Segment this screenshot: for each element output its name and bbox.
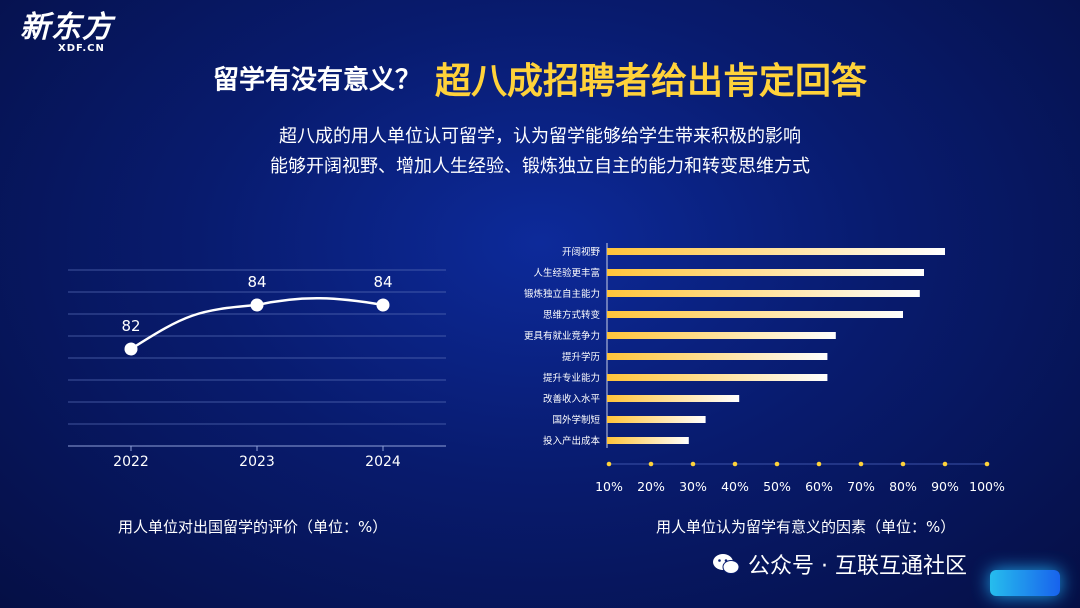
category-label: 锻炼独立自主能力 xyxy=(524,288,600,300)
title-question: 留学有没有意义？ xyxy=(212,65,421,96)
x-tick-label: 100% xyxy=(969,479,1005,494)
category-label: 改善收入水平 xyxy=(543,393,601,405)
bar xyxy=(607,395,740,402)
line-chart: 2022 2023 2024 82 84 84 xyxy=(68,269,446,470)
brand-logo: 新东方 XDF.CN xyxy=(20,12,113,54)
x-tick-label: 60% xyxy=(805,479,833,494)
x-tick-dot xyxy=(858,461,864,467)
logo-sub: XDF.CN xyxy=(58,43,105,54)
category-label: 人生经验更丰富 xyxy=(533,267,600,279)
category-label: 国外学制短 xyxy=(552,414,600,426)
wechat-icon xyxy=(713,554,740,574)
category-label: 提升专业能力 xyxy=(543,372,600,384)
x-tick-label: 20% xyxy=(637,479,665,494)
category-label: 开阔视野 xyxy=(562,246,601,258)
bar xyxy=(607,374,828,381)
x-tick-label: 2024 xyxy=(365,454,401,470)
category-label: 提升学历 xyxy=(562,351,600,363)
bar xyxy=(607,353,828,360)
x-tick-label: 30% xyxy=(679,479,707,494)
x-tick-dot xyxy=(648,461,654,467)
corner-glow xyxy=(990,570,1060,596)
subtitle-line-1: 超八成的用人单位认可留学，认为留学能够给学生带来积极的影响 xyxy=(279,126,801,147)
x-tick-dot xyxy=(900,461,906,467)
logo-text: 新东方 xyxy=(20,10,113,45)
bar xyxy=(607,416,706,423)
x-tick-dot xyxy=(774,461,780,467)
bar xyxy=(607,290,920,297)
bar xyxy=(607,311,903,318)
x-tick-dot xyxy=(690,461,696,467)
data-label: 84 xyxy=(373,273,392,291)
line-chart-caption: 用人单位对出国留学的评价（单位：%） xyxy=(118,518,388,536)
x-tick-dot xyxy=(816,461,822,467)
data-label: 84 xyxy=(247,273,266,291)
x-tick-dot xyxy=(942,461,948,467)
category-label: 思维方式转变 xyxy=(543,309,601,321)
x-tick-dot xyxy=(984,461,990,467)
data-point xyxy=(250,298,264,312)
x-tick-label: 40% xyxy=(721,479,749,494)
x-tick-label: 2023 xyxy=(239,454,275,470)
data-label: 82 xyxy=(121,317,140,335)
data-point xyxy=(124,342,138,356)
bar-chart: 开阔视野人生经验更丰富锻炼独立自主能力思维方式转变更具有就业竞争力提升学历提升专… xyxy=(524,243,1005,494)
page-title: 留学有没有意义？ 超八成招聘者给出肯定回答 xyxy=(0,52,1080,104)
x-tick-label: 90% xyxy=(931,479,959,494)
x-tick-label: 70% xyxy=(847,479,875,494)
title-answer: 超八成招聘者给出肯定回答 xyxy=(435,61,868,102)
category-label: 更具有就业竞争力 xyxy=(524,330,600,342)
bar xyxy=(607,269,924,276)
x-tick-label: 50% xyxy=(763,479,791,494)
bar xyxy=(607,437,689,444)
bar-chart-caption: 用人单位认为留学有意义的因素（单位：%） xyxy=(656,518,956,536)
x-tick-label: 80% xyxy=(889,479,917,494)
x-tick-dot xyxy=(732,461,738,467)
x-tick-label: 2022 xyxy=(113,454,149,470)
bar xyxy=(607,248,945,255)
x-tick-dot xyxy=(606,461,612,467)
watermark: 公众号 · 互联互通社区 xyxy=(712,548,967,580)
x-tick-label: 10% xyxy=(595,479,623,494)
category-label: 投入产出成本 xyxy=(543,435,601,447)
watermark-text: 公众号 · 互联互通社区 xyxy=(748,554,967,579)
bar xyxy=(607,332,836,339)
subtitle-line-2: 能够开阔视野、增加人生经验、锻炼独立自主的能力和转变思维方式 xyxy=(270,156,810,177)
data-point xyxy=(376,298,390,312)
